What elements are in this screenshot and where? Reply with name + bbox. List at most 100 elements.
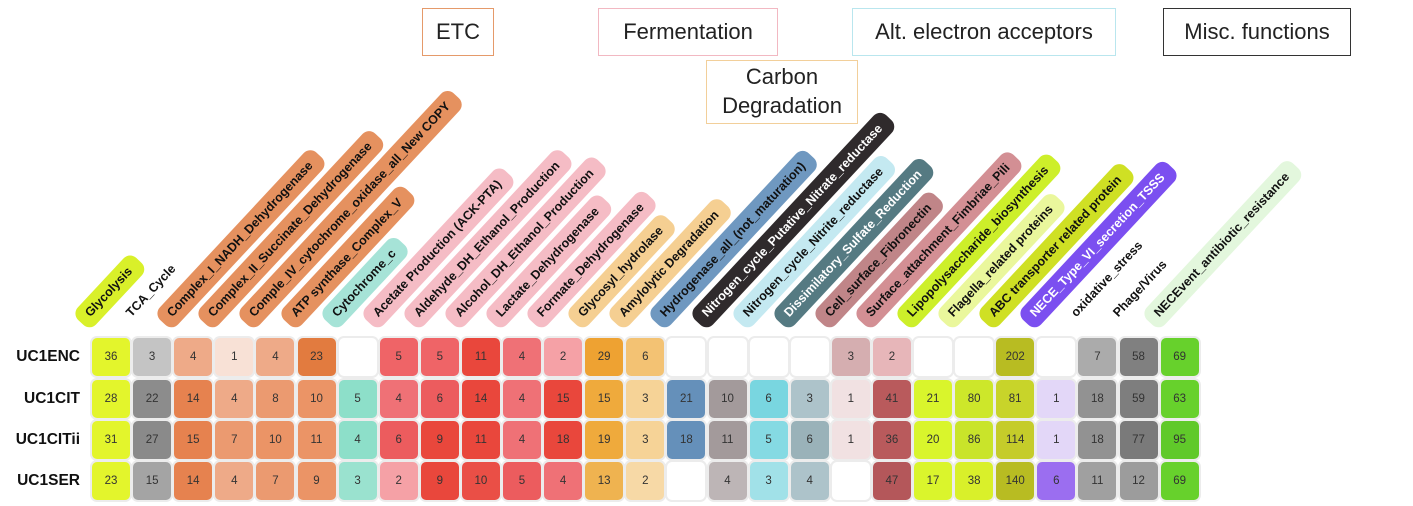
heatmap-cell: 15 (133, 462, 172, 500)
heatmap-cell: 4 (503, 338, 541, 376)
heatmap-cell: 3 (626, 421, 665, 459)
heatmap-cell: 4 (790, 462, 829, 500)
heatmap-cell: 3 (790, 380, 829, 418)
heatmap-cell (955, 338, 994, 376)
legend-box-fermentation: Fermentation (598, 8, 778, 56)
heatmap-cell: 1 (831, 421, 870, 459)
heatmap-cell: 11 (708, 421, 747, 459)
heatmap-cell: 4 (503, 421, 541, 459)
heatmap-cell: 14 (174, 462, 213, 500)
heatmap-cell: 7 (215, 421, 254, 459)
heatmap-cell: 10 (461, 462, 500, 500)
heatmap-cell: 31 (92, 421, 130, 459)
heatmap-cell: 6 (1037, 462, 1076, 500)
heatmap-cell: 3 (133, 338, 172, 376)
heatmap-cell: 63 (1160, 380, 1199, 418)
heatmap-cell: 2 (626, 462, 665, 500)
heatmap-cell (790, 338, 829, 376)
heatmap-cell: 7 (256, 462, 295, 500)
heatmap-cell: 9 (420, 462, 459, 500)
heatmap-cell: 10 (708, 380, 747, 418)
heatmap-cell (667, 338, 706, 376)
heatmap-cell: 20 (914, 421, 952, 459)
legend-box-etc: ETC (422, 8, 494, 56)
heatmap-cell (749, 338, 788, 376)
heatmap-cell: 2 (379, 462, 418, 500)
heatmap-cell: 21 (667, 380, 706, 418)
heatmap-cell: 18 (1078, 421, 1117, 459)
heatmap-cell: 86 (955, 421, 994, 459)
heatmap-cell: 3 (626, 380, 665, 418)
heatmap-cell: 1 (215, 338, 254, 376)
heatmap-cell: 1 (1037, 421, 1076, 459)
heatmap-cell (1037, 338, 1076, 376)
heatmap-cell: 2 (544, 338, 583, 376)
heatmap-cell: 5 (749, 421, 788, 459)
heatmap-cell: 4 (338, 421, 377, 459)
heatmap-cell: 9 (297, 462, 336, 500)
heatmap-cell: 47 (872, 462, 911, 500)
heatmap-cell: 21 (914, 380, 952, 418)
heatmap-cell: 18 (544, 421, 583, 459)
heatmap-cell: 69 (1160, 338, 1199, 376)
heatmap-cell: 19 (585, 421, 624, 459)
heatmap-cell: 5 (503, 462, 541, 500)
heatmap-cell: 36 (872, 421, 911, 459)
heatmap-cell: 23 (297, 338, 336, 376)
heatmap-cell: 202 (996, 338, 1035, 376)
heatmap-cell: 7 (1078, 338, 1117, 376)
heatmap-cell: 10 (256, 421, 295, 459)
heatmap-cell (914, 338, 952, 376)
heatmap-cell: 80 (955, 380, 994, 418)
heatmap-cell: 14 (174, 380, 213, 418)
heatmap-cell: 77 (1119, 421, 1158, 459)
row-label: UC1CITii (15, 431, 80, 448)
heatmap-cell: 28 (92, 380, 130, 418)
heatmap-cell: 6 (420, 380, 459, 418)
heatmap-cell: 59 (1119, 380, 1158, 418)
heatmap-cell: 3 (749, 462, 788, 500)
heatmap-cell: 69 (1160, 462, 1199, 500)
heatmap-cell: 13 (585, 462, 624, 500)
heatmap-cell: 4 (256, 338, 295, 376)
heatmap-cell: 6 (749, 380, 788, 418)
heatmap-cell: 18 (1078, 380, 1117, 418)
heatmap-cell: 81 (996, 380, 1035, 418)
heatmap-cell: 6 (379, 421, 418, 459)
heatmap-cell: 36 (92, 338, 130, 376)
heatmap-cell: 9 (420, 421, 459, 459)
row-label: UC1CIT (24, 390, 80, 407)
heatmap-cell: 5 (338, 380, 377, 418)
heatmap-cell: 11 (461, 338, 500, 376)
heatmap-cell: 1 (831, 380, 870, 418)
heatmap-cell: 17 (914, 462, 952, 500)
heatmap-cell: 4 (379, 380, 418, 418)
heatmap-cell: 4 (215, 462, 254, 500)
heatmap-cell: 15 (585, 380, 624, 418)
heatmap-cell: 8 (256, 380, 295, 418)
heatmap-cell: 5 (420, 338, 459, 376)
heatmap-cell: 3 (831, 338, 870, 376)
legend-box-misc-functions: Misc. functions (1163, 8, 1351, 56)
heatmap-cell: 11 (297, 421, 336, 459)
heatmap-cell: 4 (544, 462, 583, 500)
heatmap-cell: 95 (1160, 421, 1199, 459)
heatmap-cell: 12 (1119, 462, 1158, 500)
row-label: UC1SER (17, 472, 80, 489)
heatmap-cell: 114 (996, 421, 1035, 459)
row-label: UC1ENC (16, 348, 80, 365)
heatmap-cell: 4 (503, 380, 541, 418)
heatmap-cell: 6 (790, 421, 829, 459)
heatmap-cell: 23 (92, 462, 130, 500)
heatmap-cell (708, 338, 747, 376)
heatmap-cell: 140 (996, 462, 1035, 500)
heatmap-cell: 15 (544, 380, 583, 418)
heatmap-cell (338, 338, 377, 376)
heatmap-cell: 41 (872, 380, 911, 418)
heatmap-cell: 11 (1078, 462, 1117, 500)
heatmap-cell: 4 (708, 462, 747, 500)
heatmap-cell: 58 (1119, 338, 1158, 376)
heatmap-cell: 5 (379, 338, 418, 376)
legend-box-carbon-degradation: Carbon Degradation (706, 60, 858, 124)
heatmap-cell: 38 (955, 462, 994, 500)
